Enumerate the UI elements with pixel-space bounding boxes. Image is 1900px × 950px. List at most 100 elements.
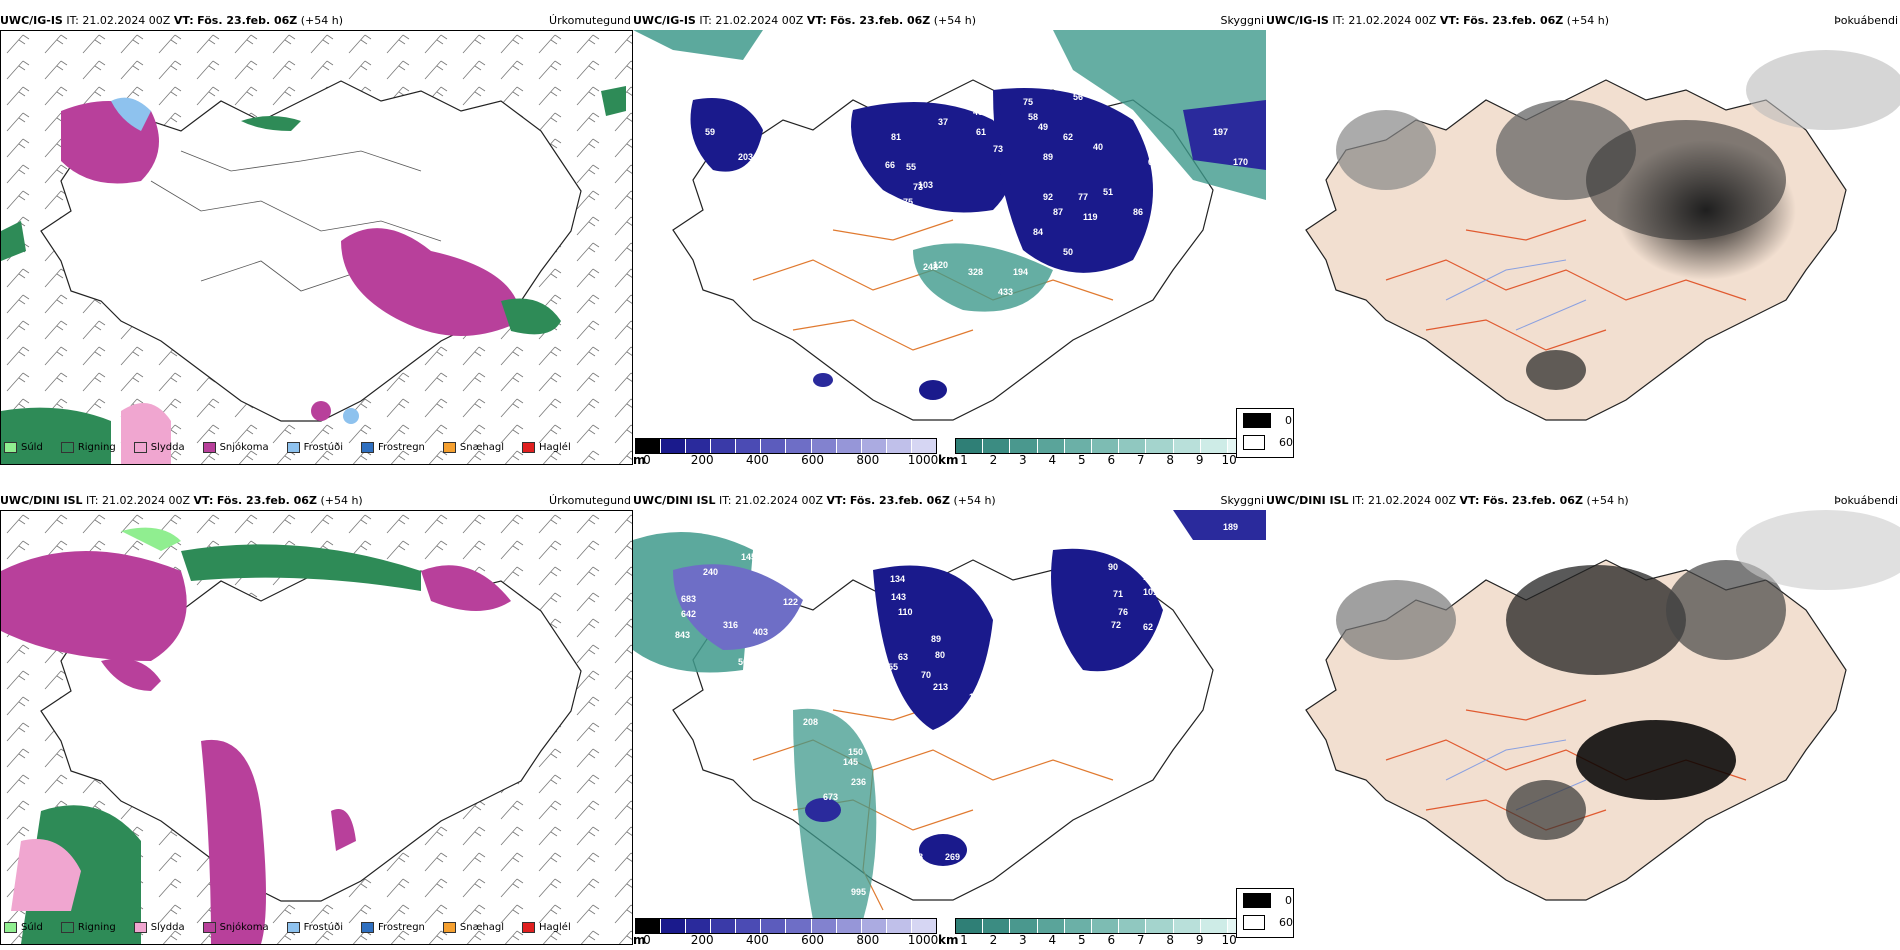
colorbar-cell: [911, 439, 936, 453]
legend-label: Snæhagl: [459, 442, 505, 453]
cloud-height-label: 69: [743, 90, 753, 100]
cloud-height-label: 269: [945, 852, 960, 862]
cloud-height-label: 100: [969, 692, 984, 702]
colorbar-cell: [786, 439, 812, 453]
cloud-height-label: 93: [1063, 77, 1073, 87]
legend-item-frostudi: Frostúði: [286, 922, 343, 933]
cloud-height-label: 46: [673, 737, 683, 747]
snow-area: [1, 551, 187, 661]
roads: [752, 699, 1114, 911]
panel-title: UWC/IG-IS IT: 21.02.2024 00Z VT: Fös. 23…: [0, 14, 633, 30]
visibility-colorbar: [955, 438, 1255, 454]
cloud-height-label: 66: [885, 160, 895, 170]
cloud-height-label: 56: [738, 657, 748, 667]
colorbar-cell: [1119, 919, 1147, 933]
panel-title: UWC/DINI ISL IT: 21.02.2024 00Z VT: Fös.…: [633, 494, 1266, 510]
rain-area: [1, 407, 111, 464]
colorbar-tick: 600: [801, 453, 825, 467]
snow-area: [341, 228, 521, 336]
fog-area: [1666, 560, 1786, 660]
precip-map-svg: [1, 31, 632, 464]
vt-value: Fös. 23.feb. 06Z: [849, 494, 950, 507]
colorbar-tick: 1000: [907, 453, 939, 467]
roads: [1385, 219, 1747, 351]
cloud-height-label: 248: [923, 262, 938, 272]
colorbar-cell: [686, 439, 712, 453]
snow-area: [331, 809, 356, 851]
swatch: [202, 922, 216, 933]
cloud-panel-row2: UWC/DINI ISL IT: 21.02.2024 00Z VT: Fös.…: [633, 494, 1266, 947]
fog-panel-row1: UWC/IG-IS IT: 21.02.2024 00Z VT: Fös. 23…: [1236, 14, 1900, 470]
cloud-height-label: 170: [1233, 157, 1248, 167]
rain-area: [501, 298, 561, 335]
cloud-height-label: 145: [741, 552, 756, 562]
colorbar-tick: 3: [1019, 933, 1027, 947]
colorbar-tick: 3: [1019, 453, 1027, 467]
cloud-height-label: 86: [1153, 162, 1163, 172]
coastline: [40, 80, 582, 422]
cloud-height-label: 208: [803, 717, 818, 727]
model-name: UWC/DINI ISL: [0, 494, 83, 507]
colorbar-cell: [661, 919, 687, 933]
colorbar-tick: 6: [1107, 933, 1116, 947]
cloud-height-label: 113: [1118, 282, 1133, 292]
swatch: [286, 442, 300, 453]
cloud-height-label: 77: [1078, 192, 1088, 202]
vt-label: VT:: [806, 14, 827, 27]
cloud-height-label: 86: [1133, 207, 1143, 217]
freezing-drizzle-area: [343, 408, 359, 424]
low-cloud-area: [873, 565, 993, 730]
swatch: [133, 922, 147, 933]
fog-legend-label: 0: [1285, 893, 1292, 907]
it-label: IT:: [1352, 494, 1365, 507]
low-cloud-area: [1183, 100, 1266, 170]
visibility-colorbar: [955, 918, 1255, 934]
it-label: IT:: [699, 14, 712, 27]
colorbar-cell: [711, 919, 737, 933]
colorbar-cell: [636, 919, 662, 933]
cloud-height-label: 92: [1043, 192, 1053, 202]
colorbar-tick: 9: [1195, 453, 1204, 467]
swatch: [522, 922, 536, 933]
fog-area: [1506, 780, 1586, 840]
visibility-unit: km: [938, 453, 959, 467]
panel-title: UWC/IG-IS IT: 21.02.2024 00Z VT: Fös. 23…: [633, 14, 1266, 30]
drizzle-area: [121, 527, 181, 551]
low-visibility-area: [633, 30, 763, 60]
legend-item-haglel: Haglél: [522, 922, 571, 933]
colorbar-tick: 400: [745, 453, 769, 467]
swatch: [1243, 914, 1265, 930]
colorbar-tick: 4: [1048, 453, 1057, 467]
cloud-height-label: 61: [976, 127, 986, 137]
legend-item-snjokoma: Snjókoma: [202, 922, 269, 933]
colorbar-cell: [1010, 919, 1038, 933]
rain-area: [241, 116, 301, 131]
colorbar-tick: 10: [1221, 453, 1237, 467]
cloud-map: 145 145 240 683 642 843 316 403 122 56 134 143 110 63…: [633, 510, 1266, 920]
colorbar-tick: 600: [801, 933, 825, 947]
colorbar-tick: 9: [1195, 933, 1204, 947]
swatch: [1243, 434, 1265, 450]
colorbar-cell: [711, 439, 737, 453]
fog-area: [1736, 510, 1900, 590]
cloud-height-label: 55: [906, 162, 916, 172]
vt-value: Fös. 23.feb. 06Z: [1463, 14, 1564, 27]
cloud-height-label: 203: [738, 152, 753, 162]
fog-area: [1746, 50, 1900, 130]
cloud-height-label: 642: [681, 609, 696, 619]
colorbar-cell: [1146, 439, 1174, 453]
cloud-height-label: 70: [921, 670, 931, 680]
legend-label: Frostúði: [303, 442, 343, 453]
cloud-height-label: 101: [1143, 587, 1158, 597]
model-name: UWC/DINI ISL: [633, 494, 716, 507]
cloud-height-label: 73: [913, 182, 923, 192]
cloud-height-label: 189: [1223, 522, 1238, 532]
legend-item-rigning: Rigning: [60, 922, 116, 933]
it-label: IT:: [719, 494, 732, 507]
fog-map: [1266, 510, 1900, 950]
cloud-map: 84 69 59 203 170 84 71 37 81 66 55 61 73 103 75 45 61 73 7…: [633, 30, 1266, 440]
colorbar-tick: 8: [1166, 453, 1175, 467]
low-cloud-area: [1051, 548, 1163, 672]
cloud-height-label: 120: [933, 260, 948, 270]
